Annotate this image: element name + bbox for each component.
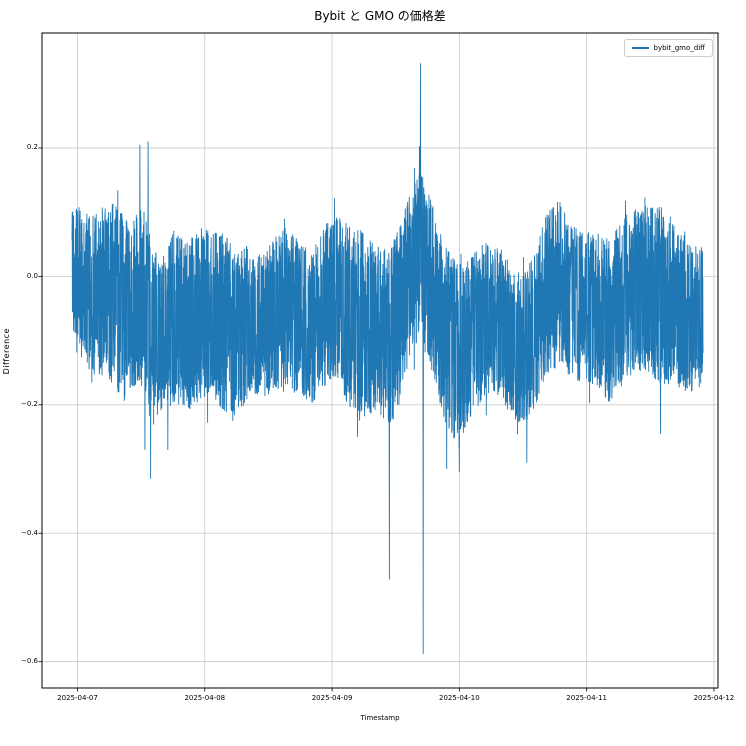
- legend-line-sample: [631, 47, 649, 49]
- x-tick-label: 2025-04-12: [693, 694, 735, 702]
- y-tick-label: −0.2: [21, 400, 38, 409]
- x-tick-label: 2025-04-07: [57, 694, 98, 702]
- legend: bybit_gmo_diff: [623, 39, 713, 57]
- x-tick-label: 2025-04-10: [439, 694, 480, 702]
- y-tick-label: −0.4: [21, 528, 38, 537]
- y-tick-label: 0.2: [26, 143, 38, 152]
- chart-title: Bybit と GMO の価格差: [314, 9, 446, 23]
- x-tick-label: 2025-04-08: [184, 694, 226, 702]
- y-tick-label: −0.6: [21, 657, 38, 666]
- y-tick-label: 0.0: [26, 271, 38, 280]
- y-axis-label: Difference: [2, 328, 11, 375]
- x-tick-label: 2025-04-11: [566, 694, 607, 702]
- axes-frame: [41, 32, 719, 689]
- x-axis-label: Timestamp: [360, 714, 400, 722]
- x-tick-label: 2025-04-09: [311, 694, 353, 702]
- series-line-bybit-gmo-diff: [71, 63, 704, 655]
- legend-label: bybit_gmo_diff: [653, 44, 705, 52]
